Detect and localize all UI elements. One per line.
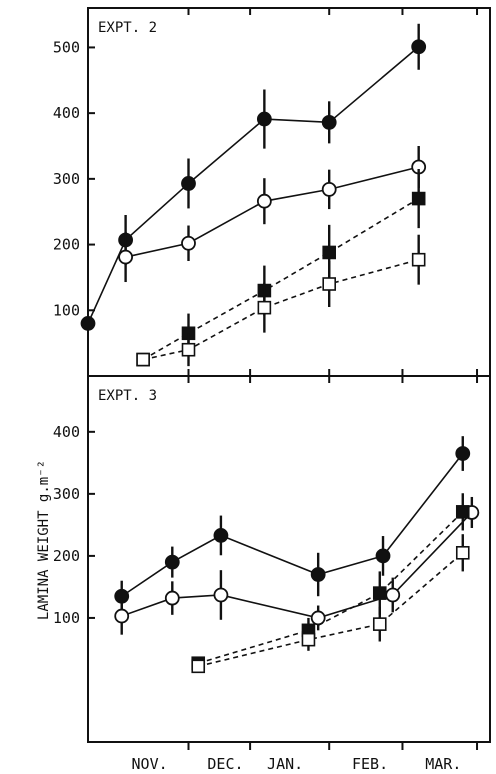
data-point	[213, 587, 229, 603]
y-tick-label: 300	[53, 485, 80, 503]
series-open-square	[191, 534, 470, 674]
data-point	[213, 528, 229, 543]
data-point	[455, 505, 470, 519]
data-point	[310, 610, 326, 626]
data-point	[455, 446, 471, 461]
data-point	[385, 587, 401, 603]
data-point	[301, 632, 316, 647]
x-tick-label: DEC.	[207, 755, 243, 773]
data-point	[375, 548, 391, 564]
data-point	[256, 193, 272, 209]
data-point	[164, 554, 180, 570]
x-tick-label: MAR.	[425, 755, 461, 773]
data-point	[411, 39, 427, 55]
series-filled-circle	[114, 436, 471, 612]
y-tick-label: 500	[53, 38, 80, 56]
panel-title: EXPT. 2	[98, 20, 157, 36]
data-point	[181, 235, 196, 251]
y-tick-label: 400	[53, 104, 80, 122]
panel-title: EXPT. 3	[98, 388, 157, 404]
data-point	[118, 249, 134, 265]
data-point	[322, 245, 337, 260]
data-point	[321, 181, 337, 197]
x-tick-label: NOV.	[132, 755, 168, 773]
series-open-circle	[114, 496, 480, 635]
series-open-circle	[118, 146, 427, 283]
y-axis-label: LAMINA WEIGHT g.m⁻²	[36, 460, 52, 620]
data-point	[411, 252, 426, 267]
panel-frame	[87, 375, 491, 743]
y-tick-label: 300	[53, 170, 80, 188]
data-point	[322, 277, 337, 291]
data-point	[114, 608, 130, 624]
y-tick-label: 100	[53, 609, 80, 627]
x-tick-label: FEB.	[352, 755, 388, 773]
data-point	[455, 545, 470, 560]
x-tick-label: JAN.	[267, 755, 303, 773]
y-tick-label: 100	[53, 301, 80, 319]
series-line	[121, 453, 464, 597]
y-tick-label: 400	[53, 423, 80, 441]
series-line	[87, 46, 420, 324]
series-open-square	[136, 234, 426, 367]
series-filled-square	[191, 493, 470, 671]
series-line	[197, 511, 464, 664]
data-point	[181, 176, 196, 191]
data-point	[411, 191, 426, 206]
data-point	[321, 114, 337, 130]
series-line	[121, 511, 473, 619]
series-line	[125, 166, 419, 258]
series-line	[198, 552, 464, 668]
data-point	[256, 111, 272, 127]
data-point	[136, 352, 150, 367]
data-point	[372, 586, 387, 600]
data-point	[181, 342, 196, 357]
data-point	[191, 659, 206, 674]
series-line	[142, 258, 419, 361]
data-point	[372, 617, 387, 631]
y-tick-label: 200	[53, 236, 80, 254]
data-point	[310, 567, 326, 582]
data-point	[257, 300, 272, 315]
data-point	[80, 316, 96, 331]
panel-expt-3: EXPT. 3 100 200 300 400	[53, 375, 491, 743]
panel-frame	[87, 7, 491, 377]
series-filled-circle	[80, 23, 427, 331]
y-tick-label: 200	[53, 547, 80, 565]
data-point	[164, 590, 180, 606]
panel-expt-2: EXPT. 2 100 200 300 400 500	[53, 7, 491, 377]
